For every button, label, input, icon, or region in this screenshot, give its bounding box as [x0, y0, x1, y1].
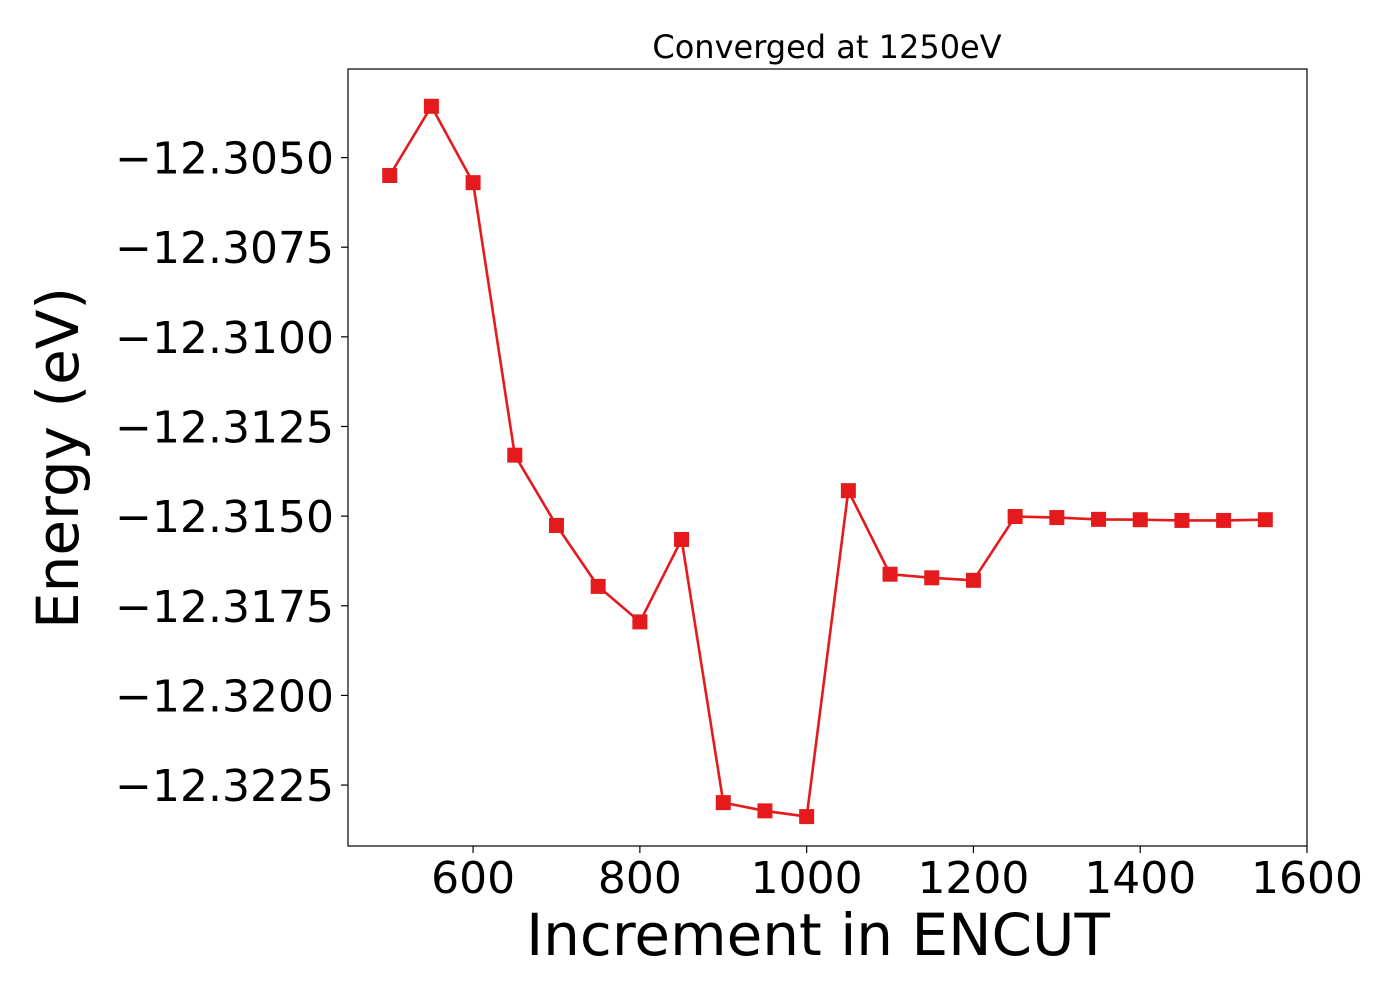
y-tick-label: −12.3200 [115, 671, 334, 722]
y-tick-label: −12.3175 [115, 582, 334, 633]
data-point-marker [507, 447, 523, 463]
y-axis: −12.3050 −12.3075 −12.3100 −12.3125 −12.3150… [115, 134, 348, 812]
y-tick-label: −12.3050 [115, 134, 334, 185]
data-point-marker [1257, 512, 1273, 528]
y-tick-label: −12.3100 [115, 313, 334, 364]
x-tick-label: 1200 [917, 853, 1029, 904]
x-tick-label: 800 [598, 853, 682, 904]
data-point-marker [465, 175, 481, 191]
data-point-marker [423, 98, 439, 114]
y-tick-label: −12.3150 [115, 492, 334, 543]
x-tick-label: 1000 [751, 853, 863, 904]
series-layer [382, 98, 1273, 825]
data-point-marker [1174, 512, 1190, 528]
data-point-marker [924, 570, 940, 586]
data-point-marker [965, 572, 981, 588]
data-point-marker [757, 803, 773, 819]
y-tick-label: −12.3075 [115, 223, 334, 274]
y-tick-label: −12.3225 [115, 761, 334, 812]
x-tick-label: 1400 [1084, 853, 1196, 904]
data-point-marker [548, 517, 564, 533]
data-point-marker [715, 795, 731, 811]
chart-title: Converged at 1250eV [652, 28, 1001, 66]
data-point-marker [382, 167, 398, 183]
x-axis: 600 800 1000 1200 1400 1600 [431, 846, 1363, 904]
data-point-marker [882, 566, 898, 582]
data-point-marker [590, 578, 606, 594]
data-point-marker [799, 809, 815, 825]
y-axis-label: Energy (eV) [24, 287, 92, 629]
data-point-marker [1007, 508, 1023, 524]
data-point-marker [1091, 511, 1107, 527]
y-tick-label: −12.3125 [115, 402, 334, 453]
data-point-marker [1049, 510, 1065, 526]
data-point-marker [632, 614, 648, 630]
data-point-marker [674, 531, 690, 547]
series-line [388, 105, 1266, 818]
x-tick-label: 600 [431, 853, 515, 904]
x-tick-label: 1600 [1251, 853, 1363, 904]
plot-area-frame [347, 68, 1308, 847]
x-axis-label: Increment in ENCUT [526, 901, 1110, 969]
data-point-marker [1132, 512, 1148, 528]
data-point-marker [840, 483, 856, 499]
data-point-marker [1216, 512, 1232, 528]
